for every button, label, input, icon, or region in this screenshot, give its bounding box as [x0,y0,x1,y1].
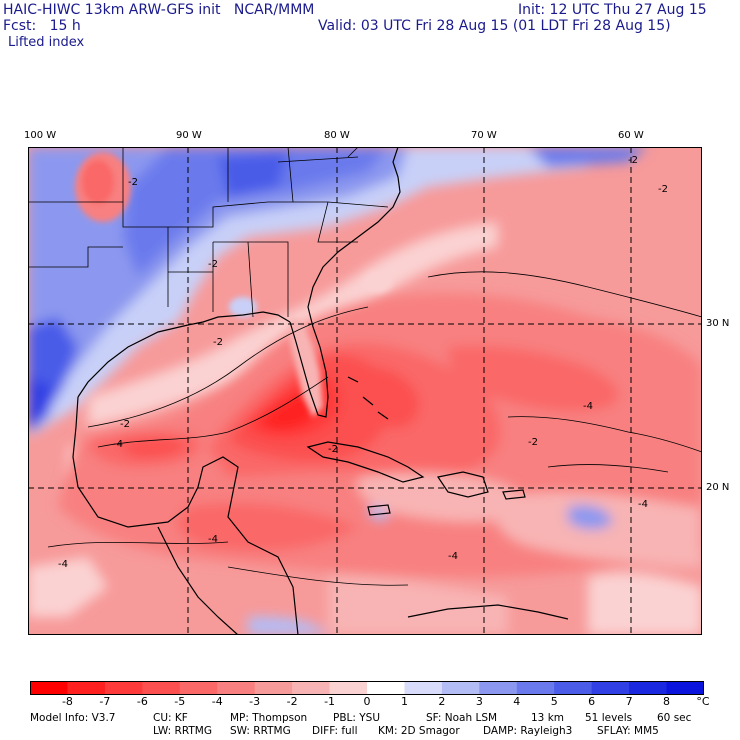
contour-label: -2 [528,437,538,448]
colorbar-tick-label: -8 [61,695,73,708]
colorbar [30,681,704,695]
colorbar-tick-label: 7 [625,695,633,708]
coastlines [72,147,569,635]
colorbar-swatch [629,681,668,695]
lon-label-70w: 70 W [471,130,497,141]
colorbar-swatch [179,681,218,695]
diffusion-option: DIFF: full [312,725,358,737]
vertical-levels: 51 levels [585,712,633,724]
colorbar-swatch [217,681,256,695]
lat-label-20n: 20 N [706,482,730,493]
contour-label: -2 [208,259,218,270]
colorbar-swatch [30,681,68,695]
contour-label: -4 [113,439,123,450]
field-name: Lifted index [8,35,85,50]
colorbar-tick-label: 5 [550,695,558,708]
forecast-hour: Fcst: 15 h [3,18,81,34]
grid-spacing: 13 km [531,712,565,724]
model-title: HAIC-HIWC 13km ARW-GFS init NCAR/MMM [3,2,315,18]
colorbar-swatch [67,681,106,695]
contour-label: -2 [128,177,138,188]
colorbar-swatch [554,681,593,695]
colorbar-swatch [329,681,368,695]
pbl-scheme: PBL: YSU [333,712,381,724]
colorbar-tick-label: 1 [400,695,408,708]
colorbar-swatch [292,681,331,695]
contour-label: -4 [583,401,593,412]
nw-negative-pocket [75,152,131,222]
time-step: 60 sec [657,712,692,724]
lifted-index-map: -2 -2 -2 -2 -2 -2 -2 -2 -4 -4 -4 -4 -4 -… [28,147,702,635]
valid-time: Valid: 03 UTC Fri 28 Aug 15 (01 LDT Fri … [318,18,671,34]
colorbar-swatch [104,681,143,695]
contour-label: -2 [658,184,668,195]
colorbar-tick-label: 4 [513,695,521,708]
colorbar-swatch [254,681,293,695]
contour-label: -2 [120,419,130,430]
colorbar-swatch [479,681,518,695]
colorbar-tick-label: 2 [438,695,446,708]
colorbar-tick-label: 3 [475,695,483,708]
lon-label-100w: 100 W [24,130,57,141]
init-time: Init: 12 UTC Thu 27 Aug 15 [518,2,707,18]
colorbar-tick-label: -7 [99,695,111,708]
contour-label: -2 [213,337,223,348]
contour-lines [47,271,702,586]
colorbar-tick-label: 6 [588,695,596,708]
contour-label: -4 [448,551,458,562]
damping-option: DAMP: Rayleigh3 [483,725,573,737]
contour-label: -4 [208,534,218,545]
colorbar-tick-label: -5 [174,695,186,708]
contour-label: -2 [328,444,338,455]
lon-label-80w: 80 W [324,130,350,141]
shortwave-scheme: SW: RRTMG [230,725,291,737]
colorbar-swatch [591,681,630,695]
cumulus-scheme: CU: KF [153,712,188,724]
colorbar-swatch [367,681,405,695]
contour-label: -2 [628,155,638,166]
surface-scheme: SF: Noah LSM [426,712,498,724]
lat-label-30n: 30 N [706,318,730,329]
colorbar-swatch [142,681,181,695]
colorbar-swatch [516,681,555,695]
colorbar-tick-label: -6 [136,695,148,708]
contour-label: -4 [638,499,648,510]
colorbar-tick-label: -3 [249,695,261,708]
colorbar-swatch [404,681,443,695]
model-info: Model Info: V3.7 [30,712,116,724]
lon-label-60w: 60 W [618,130,644,141]
lon-label-90w: 90 W [176,130,202,141]
colorbar-frame [30,681,704,695]
km-option: KM: 2D Smagor [378,725,460,737]
colorbar-tick-label: 0 [363,695,371,708]
colorbar-unit: °C [696,695,710,708]
state-borders [28,147,389,318]
contour-label-group: -2 -2 -2 -2 -2 -2 -2 -2 -4 -4 -4 -4 -4 -… [58,155,668,570]
surface-layer-option: SFLAY: MM5 [597,725,659,737]
colorbar-tick-label: -1 [324,695,336,708]
florida-interior [229,272,392,417]
colorbar-tick-label: -4 [211,695,223,708]
map-frame [28,147,702,635]
colorbar-tick-label: 8 [663,695,671,708]
colorbar-tick-label: -2 [286,695,298,708]
microphysics-scheme: MP: Thompson [230,712,308,724]
colorbar-swatch [441,681,480,695]
latlon-grid [28,147,702,635]
contour-label: -4 [58,559,68,570]
colorbar-swatch [666,681,704,695]
longwave-scheme: LW: RRTMG [153,725,212,737]
